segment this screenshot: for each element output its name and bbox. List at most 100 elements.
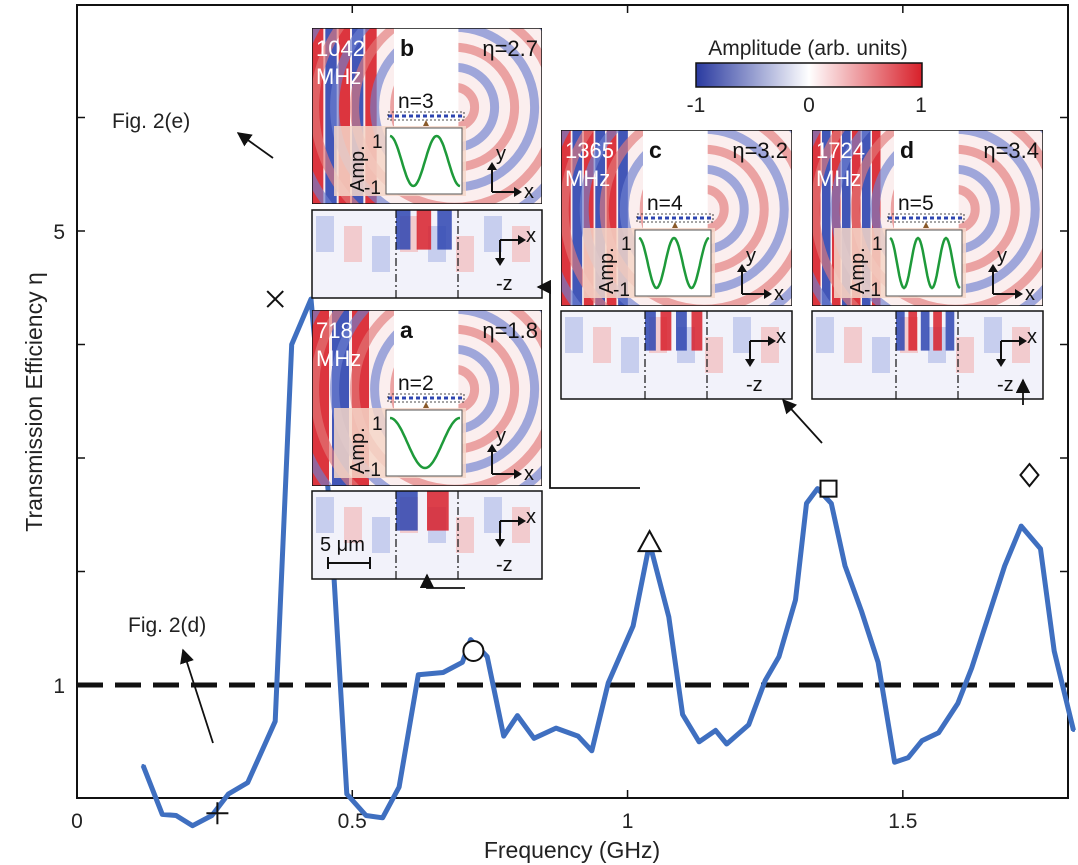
data-point [876, 660, 880, 664]
data-point [174, 813, 178, 818]
marker-circle [462, 639, 485, 662]
side-view-pattern [844, 327, 862, 363]
y-axis-label: Transmission Efficiency η [21, 272, 47, 531]
side-view-pattern [484, 497, 502, 533]
side-axis-arrow-z [745, 359, 755, 367]
data-point [725, 742, 729, 746]
field-ring [579, 130, 792, 306]
side-view-pattern [484, 216, 502, 252]
data-point [554, 726, 558, 730]
side-view-lobe [676, 311, 687, 351]
inset-frequency: 1365 [565, 138, 614, 163]
axis-x-label: x [774, 283, 784, 305]
data-point [191, 824, 195, 828]
y-tick-label: 5 [53, 221, 65, 244]
inset-frequency-unit: MHz [816, 166, 861, 191]
amp-tick-1: 1 [872, 234, 883, 255]
inset-letter: d [900, 137, 914, 163]
inset-frequency-unit: MHz [316, 346, 361, 371]
field-stripe [606, 130, 617, 306]
data-point [793, 598, 798, 602]
side-axis-arrow-z [495, 258, 505, 266]
side-view-pattern [344, 226, 362, 262]
data-point [843, 564, 847, 568]
side-view-pattern [761, 327, 779, 363]
marker-plus [206, 802, 229, 825]
field-ring [812, 130, 861, 306]
side-view-frame [560, 310, 793, 400]
inset-b-side-view: x -z [311, 209, 543, 299]
x-axis-label: Frequency (GHz) [484, 837, 660, 863]
data-point [590, 749, 594, 753]
colorbar-label-max: 1 [915, 94, 927, 117]
side-view-lobe [945, 311, 955, 351]
data-point [906, 756, 910, 760]
amp-tick-1: 1 [621, 234, 632, 255]
axis-glyph [491, 448, 518, 475]
marker-triangle [636, 529, 663, 553]
inset-c: 1365 MHz c η=3.2 n=4 Amp.1 -1 yx [561, 130, 792, 306]
side-axis-arrow-x [518, 516, 526, 526]
colorbar-title: Amplitude (arb. units) [708, 37, 908, 60]
mode-arrow [423, 402, 429, 408]
colorbar-label-min: -1 [687, 94, 706, 117]
axis-x-label: x [1025, 283, 1035, 305]
side-axis-x-label: x [526, 506, 536, 528]
side-view-lobe [437, 210, 452, 250]
amp-label: Amp. [347, 427, 369, 474]
inset-eta: η=2.7 [482, 36, 538, 61]
side-axis-arrow-x [768, 336, 776, 346]
inset-c-side-view: x -z [560, 310, 793, 400]
amp-tick-minus1: -1 [364, 460, 381, 481]
data-point [714, 728, 718, 733]
field-stripe [822, 130, 831, 306]
field-ring [330, 310, 542, 486]
field-ring [561, 130, 610, 306]
data-point [416, 673, 420, 677]
amp-tick-minus1: -1 [613, 280, 630, 301]
field-stripe [862, 130, 871, 306]
axis-y-label: y [997, 245, 1007, 267]
data-point [804, 501, 809, 505]
axis-y-label: y [496, 143, 506, 165]
data-point [777, 655, 781, 659]
axis-glyph-arrow-y [988, 264, 998, 272]
field-stripe [572, 130, 583, 306]
annotation-fig-2d: Fig. 2(d) [128, 614, 206, 637]
axis-glyph-arrow-x [514, 469, 522, 479]
connector-circle-to-a [419, 573, 465, 589]
data-point [986, 615, 990, 619]
side-axis-z-label: -z [496, 554, 513, 576]
inset-a: 718 MHz a η=1.8 n=2 Amp.1 -1 yx [312, 310, 542, 486]
field-center [394, 310, 459, 420]
data-point [460, 660, 464, 664]
data-point [246, 781, 250, 785]
axis-x-label: x [524, 181, 534, 203]
inset-frequency-unit: MHz [565, 166, 610, 191]
side-axis-arrow-x [1019, 336, 1027, 346]
amp-wave [389, 134, 461, 188]
side-view-lobe [427, 491, 449, 531]
field-ring [312, 310, 360, 486]
side-view-lobe [660, 311, 672, 351]
side-view-lobe [691, 311, 703, 351]
axis-glyph-arrow-y [487, 162, 497, 170]
inset-eta: η=3.4 [983, 138, 1039, 163]
side-axis-z-label: -z [746, 374, 763, 396]
side-view-lobe [933, 311, 942, 351]
side-axis-z-label: -z [997, 374, 1014, 396]
data-point [515, 714, 520, 718]
mode-arrow [923, 222, 929, 228]
side-view-pattern [733, 317, 751, 353]
inset-eta: η=1.8 [482, 318, 538, 343]
data-point [290, 342, 294, 347]
axis-glyph-arrow-x [764, 289, 772, 299]
field-ring [599, 130, 792, 306]
inset-frequency: 1042 [316, 36, 365, 61]
y-tick-label: 1 [53, 675, 65, 698]
inset-a-side-view: x -z 5 μm [311, 490, 543, 580]
side-axis-arrow-z [495, 539, 505, 547]
data-point [1003, 564, 1007, 568]
